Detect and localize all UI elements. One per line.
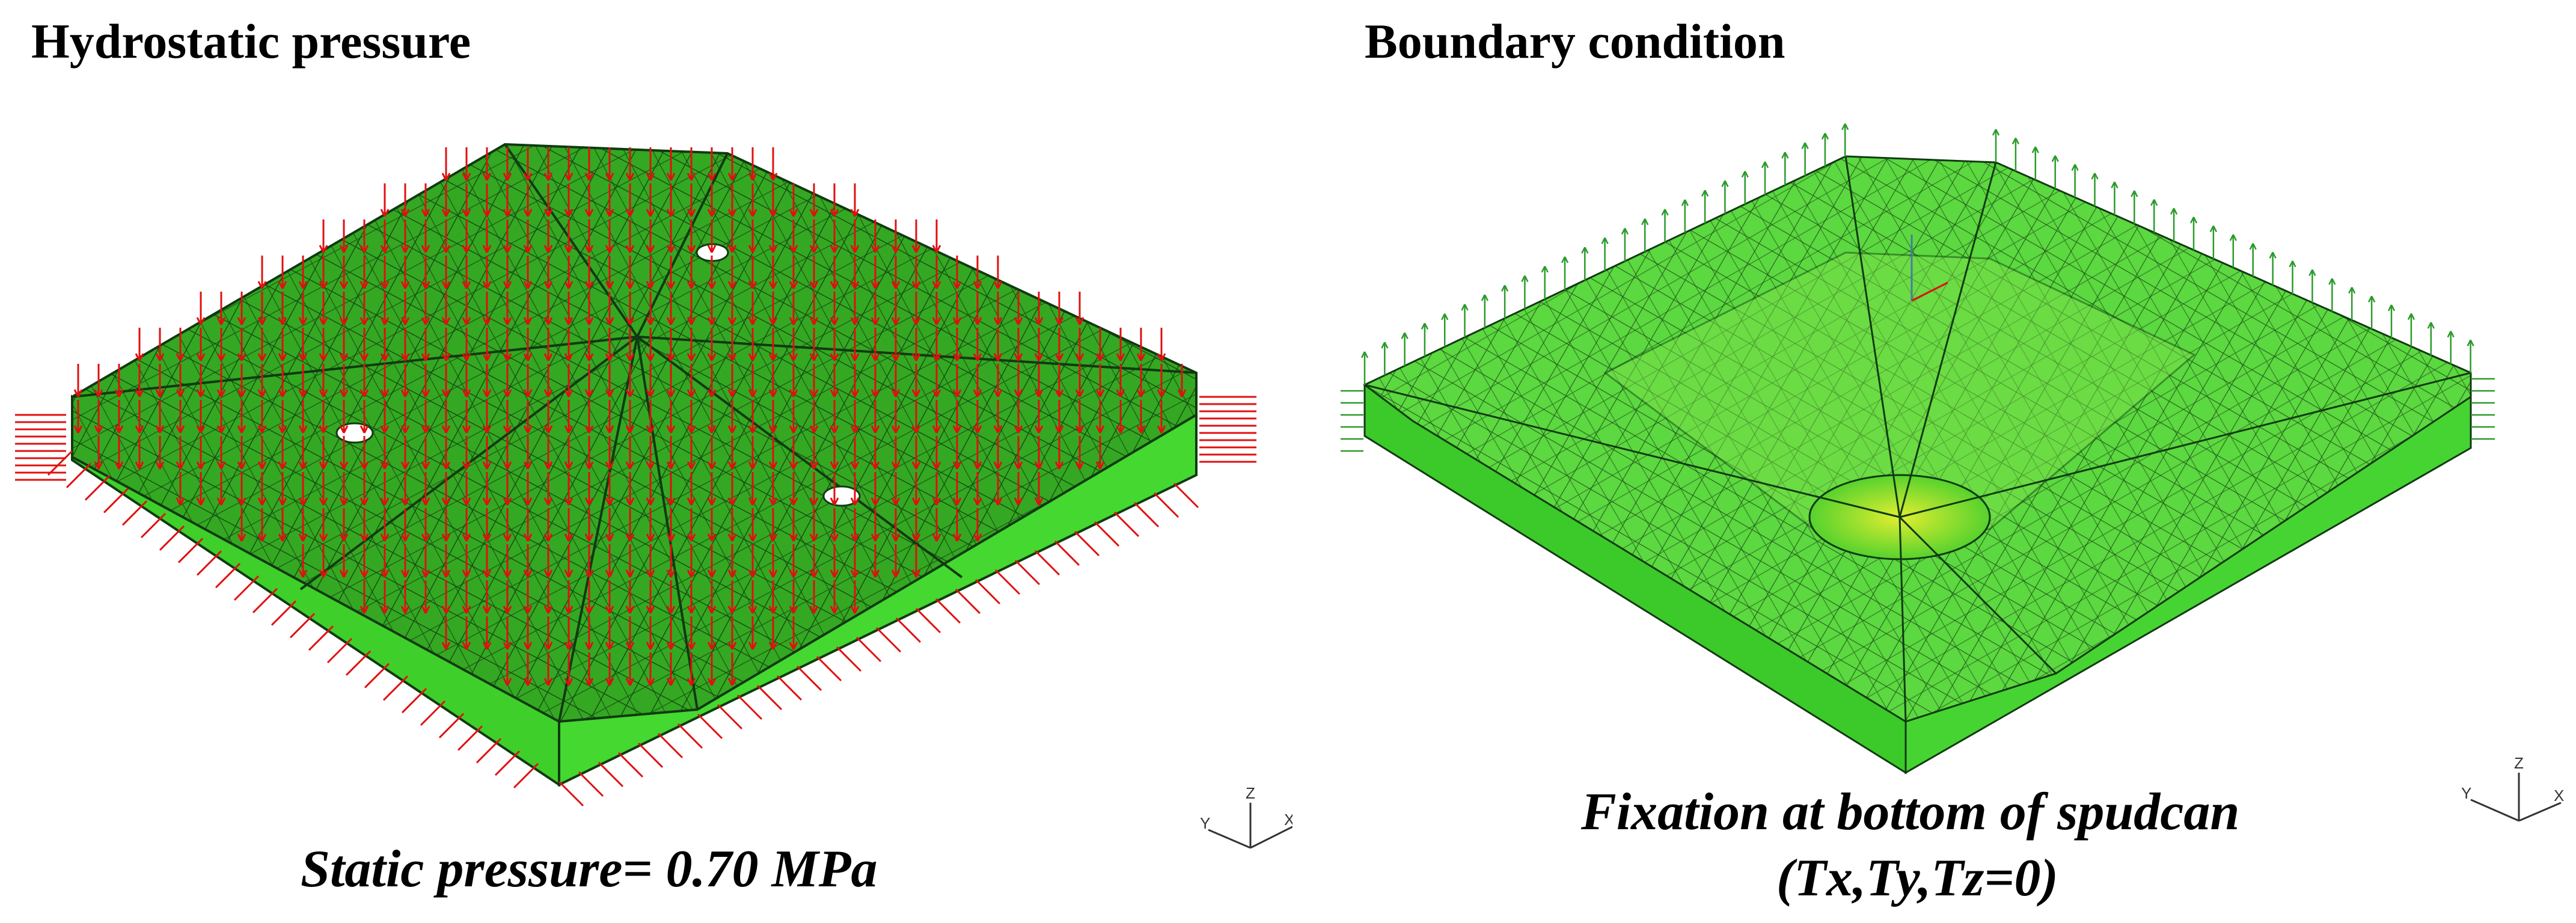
local-axis-marker — [1911, 235, 1948, 302]
right-panel-title: Boundary condition — [1365, 14, 1785, 69]
pressure-arrows — [15, 147, 1256, 807]
axis-y-label: Y — [1200, 814, 1210, 832]
axis-z-label: Z — [1246, 784, 1255, 802]
hydrostatic-pressure-model: Z X Y — [15, 143, 1293, 849]
spudcan-inner — [1363, 155, 2472, 774]
axis-z-label: Z — [2514, 754, 2524, 772]
right-panel-caption-line2: (Tx,Ty,Tz=0) — [1776, 849, 2058, 907]
axis-y-label: Y — [2461, 784, 2471, 802]
constraint-arrows — [1341, 123, 2495, 452]
axis-triad-right: Z X Y — [2461, 754, 2564, 822]
bowl-mesh-b — [1365, 156, 2471, 722]
axis-x-label: X — [2554, 787, 2564, 805]
left-panel-caption: Static pressure= 0.70 MPa — [301, 840, 878, 898]
axis-x-label: X — [1284, 811, 1293, 829]
boundary-condition-model: Z X Y — [1341, 123, 2564, 822]
right-panel-caption-line1: Fixation at bottom of spudcan — [1581, 783, 2240, 841]
axis-triad-left: Z X Y — [1200, 784, 1293, 849]
left-panel-title: Hydrostatic pressure — [31, 14, 471, 69]
bowl-radial-lines — [1364, 156, 2471, 722]
